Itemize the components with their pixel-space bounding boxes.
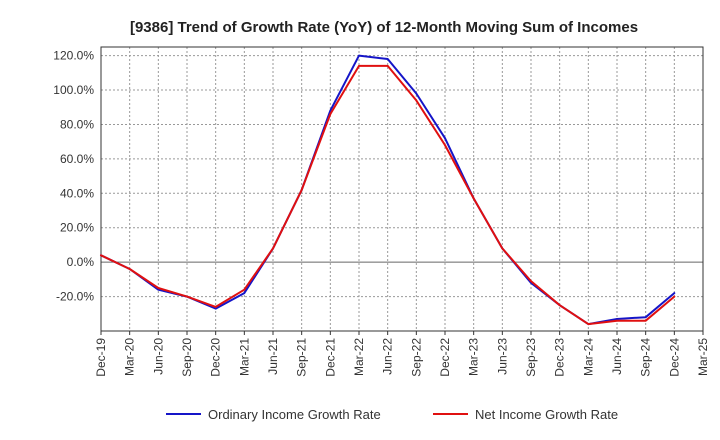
data-point xyxy=(415,99,418,102)
x-tick-label: Jun-23 xyxy=(495,338,509,375)
legend-label-2: Net Income Growth Rate xyxy=(475,407,618,422)
data-point xyxy=(214,306,217,308)
data-point xyxy=(673,295,676,298)
data-point xyxy=(444,137,446,140)
data-point xyxy=(128,268,131,270)
data-point xyxy=(358,65,360,67)
data-point xyxy=(616,318,618,320)
x-tick-label: Sep-21 xyxy=(295,338,309,377)
x-tick-label: Dec-20 xyxy=(209,338,223,377)
data-point xyxy=(415,92,418,95)
x-tick-label: Jun-21 xyxy=(266,338,280,375)
data-point xyxy=(386,58,389,60)
y-tick-label: 120.0% xyxy=(53,49,94,63)
data-point xyxy=(272,247,274,250)
x-tick-label: Sep-24 xyxy=(639,338,653,377)
data-point xyxy=(386,65,389,67)
data-point xyxy=(587,323,590,325)
data-point xyxy=(358,54,360,57)
data-point xyxy=(300,189,303,191)
x-tick-label: Jun-24 xyxy=(610,338,624,375)
x-tick-label: Dec-23 xyxy=(553,338,567,377)
data-point xyxy=(644,316,647,319)
data-point xyxy=(530,280,532,282)
y-tick-label: 80.0% xyxy=(60,117,94,131)
data-point xyxy=(100,254,102,257)
x-tick-label: Sep-23 xyxy=(524,338,538,377)
x-tick-label: Mar-20 xyxy=(123,338,137,376)
data-point xyxy=(329,109,332,112)
legend-label-1: Ordinary Income Growth Rate xyxy=(208,407,381,422)
x-tick-label: Mar-21 xyxy=(237,338,251,376)
axes: -20.0% 0.0% 20.0% 40.0% 60.0% 80.0% 100.0% 120.… xyxy=(53,46,710,377)
x-tick-label: Jun-20 xyxy=(151,338,165,375)
x-tick-label: Sep-20 xyxy=(180,338,194,377)
series xyxy=(100,54,676,326)
data-point xyxy=(444,144,446,146)
x-tick-label: Mar-23 xyxy=(467,338,481,376)
y-tick-label: 20.0% xyxy=(60,221,94,235)
y-tick-label: 100.0% xyxy=(53,83,94,97)
data-point xyxy=(472,197,475,200)
x-tick-label: Dec-22 xyxy=(438,338,452,377)
data-point xyxy=(644,319,647,322)
y-tick-label: 0.0% xyxy=(67,255,95,269)
x-tick-label: Mar-24 xyxy=(581,338,595,376)
x-tick-label: Dec-19 xyxy=(94,338,108,377)
plot-frame xyxy=(100,46,704,332)
data-point xyxy=(673,292,676,294)
data-point xyxy=(558,304,561,306)
data-point xyxy=(329,113,332,115)
grid xyxy=(101,47,703,331)
data-point xyxy=(243,292,246,294)
data-point xyxy=(243,288,246,291)
y-tick-label: 60.0% xyxy=(60,152,94,166)
y-tick-label: -20.0% xyxy=(56,290,94,304)
x-tick-label: Mar-22 xyxy=(352,338,366,376)
data-point xyxy=(214,307,217,310)
x-tick-label: Sep-22 xyxy=(409,338,423,377)
data-point xyxy=(501,247,504,250)
chart-title: [9386] Trend of Growth Rate (YoY) of 12-… xyxy=(130,19,638,36)
data-point xyxy=(186,295,188,298)
legend: Ordinary Income Growth Rate Net Income Gr… xyxy=(166,407,618,422)
data-point xyxy=(157,288,160,291)
data-point xyxy=(616,319,618,322)
y-tick-label: 40.0% xyxy=(60,186,94,200)
x-tick-label: Jun-22 xyxy=(381,338,395,375)
data-point xyxy=(157,287,160,289)
x-tick-label: Dec-21 xyxy=(323,338,337,377)
x-tick-label: Dec-24 xyxy=(667,338,681,377)
x-tick-label: Mar-25 xyxy=(696,338,710,376)
